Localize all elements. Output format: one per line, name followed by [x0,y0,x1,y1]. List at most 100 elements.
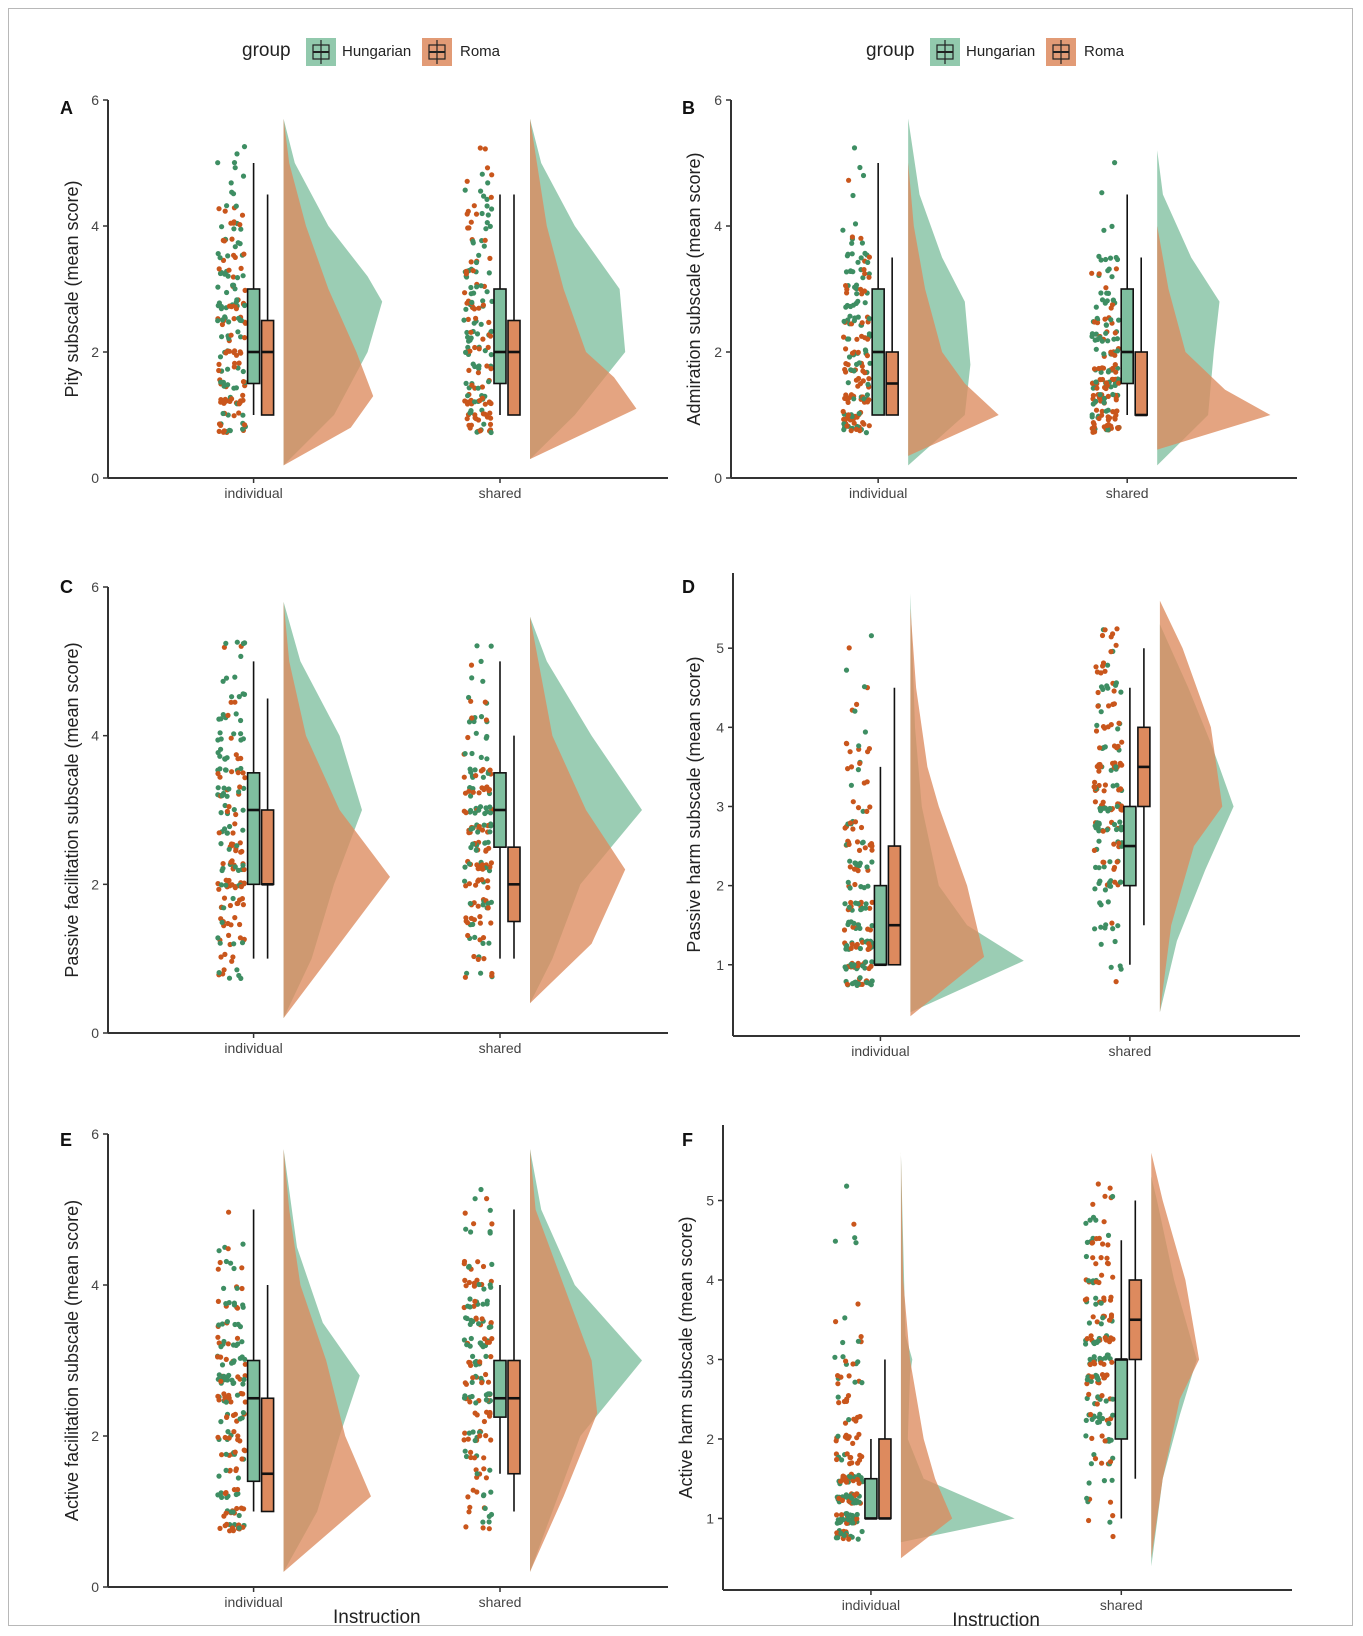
point-roma [238,265,244,271]
point-roma [464,920,471,926]
point-hungarian [1093,1217,1099,1223]
point-roma [484,1339,490,1345]
point-hungarian [481,421,487,427]
point-hungarian [478,970,484,976]
point-roma [856,1431,862,1437]
panel-E: 0 2 4 6 individual shared E Active facilitation… [60,1126,668,1628]
point-hungarian [1118,824,1124,830]
point-roma [225,1246,231,1252]
panel-C: 0 2 4 6 individual shared C Passive facilitatio… [60,577,668,1056]
point-hungarian [215,160,221,166]
point-roma [471,1303,477,1309]
point-roma [836,1400,842,1406]
point-roma [1107,1499,1114,1505]
point-roma [1110,376,1117,383]
point-hungarian [480,774,486,780]
point-roma [237,921,243,928]
point-roma [1093,1261,1099,1267]
boxplot-box-roma [507,319,521,416]
x-tick-label: individual [851,1043,909,1059]
point-hungarian [223,1451,229,1457]
point-hungarian [479,210,485,217]
point-roma [216,886,222,892]
point-roma [232,699,238,705]
point-roma [235,1374,241,1380]
point-roma [1094,669,1100,675]
point-hungarian [1083,1341,1089,1347]
point-hungarian [224,1319,230,1325]
point-hungarian [218,379,224,385]
point-hungarian [868,633,875,639]
point-roma [470,1375,476,1381]
point-hungarian [236,789,242,795]
point-roma [866,254,873,260]
point-hungarian [470,921,476,928]
point-hungarian [845,380,851,386]
point-roma [1102,668,1108,674]
point-hungarian [1103,1398,1109,1404]
point-hungarian [215,935,221,941]
point-roma [463,1381,469,1387]
y-tick-label: 2 [716,878,724,894]
panel-F: 1 2 3 4 5 individual shared F Active harm subsca… [676,1125,1292,1631]
point-hungarian [223,1301,229,1307]
point-roma [242,1399,248,1405]
point-roma [866,941,872,947]
point-roma [849,234,856,240]
y-tick-label: 4 [91,728,99,744]
point-hungarian [843,667,850,673]
point-roma [1091,847,1097,854]
point-hungarian [855,314,861,320]
point-hungarian [860,808,866,814]
point-hungarian [849,981,856,987]
point-roma [240,902,246,908]
point-hungarian [466,694,472,701]
point-roma [474,1412,480,1418]
point-hungarian [1107,805,1113,812]
point-hungarian [859,905,866,911]
panel-letter: D [682,577,695,597]
point-roma [1089,1374,1095,1380]
point-roma [854,701,860,708]
point-hungarian [478,714,485,720]
point-roma [1108,649,1114,655]
point-roma [483,1433,489,1439]
point-hungarian [240,640,246,647]
point-hungarian [486,1324,492,1330]
point-hungarian [462,751,468,757]
point-hungarian [218,882,224,888]
point-roma [1110,1513,1116,1519]
point-hungarian [832,1354,838,1360]
point-roma [241,251,247,257]
point-roma [479,862,485,868]
point-hungarian [869,923,875,929]
point-roma [471,953,477,960]
point-roma [226,1209,232,1215]
point-roma [225,1341,231,1347]
point-hungarian [224,830,230,836]
point-roma [218,397,224,403]
point-roma [471,900,477,906]
point-hungarian [481,822,487,828]
point-roma [479,1316,485,1322]
point-hungarian [841,427,847,433]
y-tick-label: 0 [91,1579,99,1595]
point-roma [226,932,232,939]
point-hungarian [480,298,486,304]
point-roma [235,1486,241,1493]
point-hungarian [218,1490,224,1496]
density-roma [283,118,374,466]
point-hungarian [1098,1321,1104,1327]
point-roma [1091,366,1098,372]
point-roma [1095,703,1101,709]
point-roma [1116,380,1122,386]
point-roma [843,1398,850,1404]
point-hungarian [1103,322,1109,328]
point-hungarian [216,1473,222,1479]
point-hungarian [476,1281,482,1288]
point-hungarian [470,841,476,847]
point-roma [1088,1411,1094,1418]
point-hungarian [1101,1478,1107,1484]
point-hungarian [469,675,475,681]
point-hungarian [236,694,242,700]
